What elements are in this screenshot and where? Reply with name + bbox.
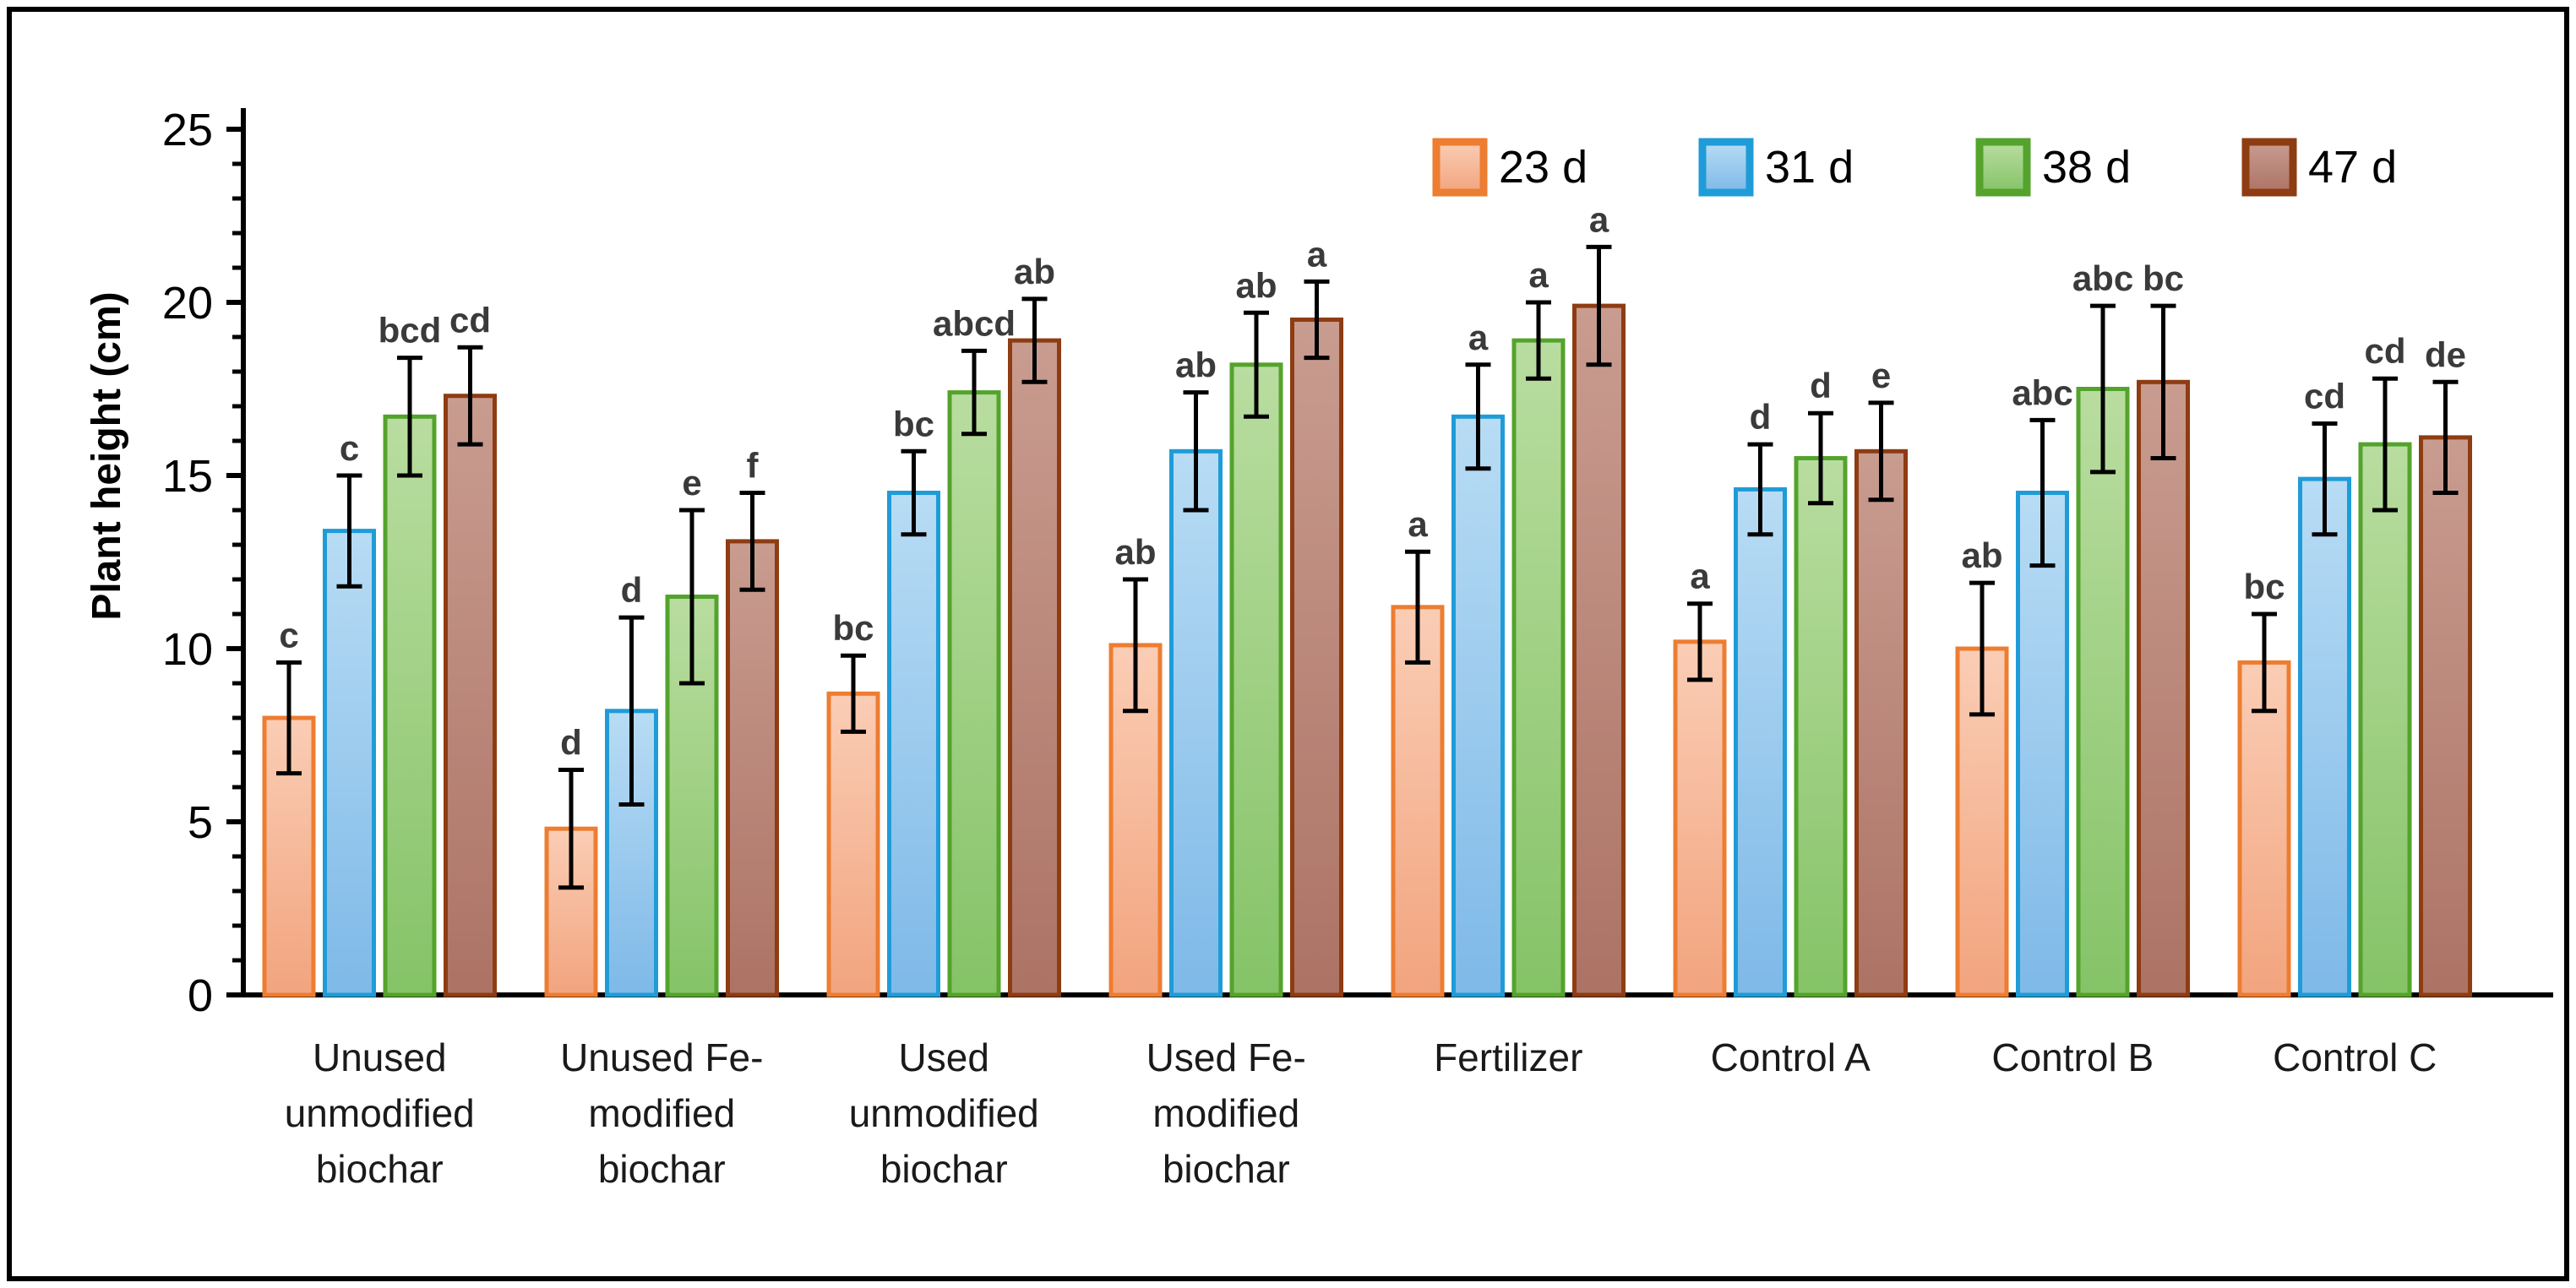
significance-letter: d bbox=[560, 723, 582, 763]
significance-letter: cd bbox=[2364, 331, 2405, 371]
significance-letter: bcd bbox=[379, 311, 442, 351]
bar-47d-cat1 bbox=[444, 394, 497, 997]
legend-swatch-31d bbox=[1698, 138, 1754, 197]
significance-letter: d bbox=[1810, 366, 1832, 405]
significance-letter: f bbox=[747, 446, 760, 486]
bar-47d-cat7 bbox=[2137, 379, 2190, 997]
bar-31d-cat4 bbox=[1169, 448, 1223, 997]
significance-letter: ab bbox=[1235, 265, 1277, 305]
significance-letter: e bbox=[682, 463, 701, 503]
bar-31d-cat1 bbox=[323, 529, 376, 997]
bar-31d-cat8 bbox=[2298, 476, 2351, 997]
category-label: Used Fe-modified biochar bbox=[1146, 1035, 1306, 1191]
bar-31d-cat3 bbox=[887, 491, 940, 997]
significance-letter: bc bbox=[893, 404, 934, 443]
bar-47d-cat2 bbox=[726, 539, 779, 997]
bar-31d-cat5 bbox=[1451, 414, 1505, 997]
y-tick-label: 25 bbox=[162, 105, 213, 155]
significance-letter: cd bbox=[2304, 377, 2345, 416]
significance-letter: a bbox=[1468, 318, 1489, 357]
bar-23d-cat3 bbox=[826, 691, 880, 997]
significance-letter: abcd bbox=[933, 303, 1016, 343]
legend-swatch-47d bbox=[2241, 138, 2297, 197]
legend-swatch-23d bbox=[1432, 138, 1488, 197]
y-tick-label: 0 bbox=[188, 970, 213, 1021]
significance-letter: d bbox=[1750, 397, 1772, 437]
category-label: Unused Fe-modified biochar bbox=[560, 1035, 763, 1191]
category-label: Control A bbox=[1711, 1035, 1871, 1079]
y-tick-label: 10 bbox=[162, 624, 213, 675]
bar-38d-cat4 bbox=[1229, 362, 1283, 997]
significance-letter: ab bbox=[1961, 535, 2002, 575]
category-label: Control C bbox=[2273, 1035, 2437, 1079]
significance-letter: a bbox=[1528, 255, 1549, 295]
significance-letter: abc bbox=[2072, 258, 2133, 298]
significance-letter: bc bbox=[2143, 258, 2184, 298]
bar-23d-cat8 bbox=[2237, 660, 2291, 997]
bar-38d-cat1 bbox=[383, 414, 437, 997]
significance-letter: c bbox=[340, 428, 359, 468]
y-tick-label: 20 bbox=[162, 278, 213, 329]
bar-38d-cat5 bbox=[1511, 338, 1566, 997]
bar-23d-cat6 bbox=[1673, 639, 1727, 997]
bar-38d-cat7 bbox=[2076, 387, 2130, 997]
y-tick-label: 15 bbox=[162, 451, 213, 502]
significance-letter: a bbox=[1589, 199, 1609, 239]
category-label: Unused unmodified biochar bbox=[285, 1035, 475, 1191]
bar-31d-cat7 bbox=[2016, 491, 2069, 997]
category-label: Control B bbox=[1991, 1035, 2154, 1079]
significance-letter: bc bbox=[2243, 567, 2285, 606]
significance-letter: bc bbox=[832, 608, 874, 648]
bar-47d-cat3 bbox=[1008, 338, 1061, 997]
significance-letter: d bbox=[621, 570, 643, 610]
bar-31d-cat6 bbox=[1734, 486, 1787, 997]
significance-letter: cd bbox=[449, 300, 491, 340]
significance-letter: e bbox=[1871, 356, 1891, 395]
significance-letter: a bbox=[1690, 557, 1710, 596]
legend-label-31d: 31 d bbox=[1765, 142, 1854, 193]
bar-38d-cat3 bbox=[947, 390, 1001, 997]
legend-swatch-38d bbox=[1975, 138, 2031, 197]
significance-letter: ab bbox=[1114, 532, 1156, 572]
significance-letter: abc bbox=[2012, 372, 2072, 412]
category-label: Fertilizer bbox=[1434, 1035, 1582, 1079]
bar-23d-cat5 bbox=[1391, 605, 1445, 997]
legend-label-38d: 38 d bbox=[2042, 142, 2131, 193]
significance-letter: ab bbox=[1014, 252, 1055, 291]
legend-label-23d: 23 d bbox=[1499, 142, 1588, 193]
significance-letter: a bbox=[1307, 234, 1327, 274]
significance-letter: ab bbox=[1175, 345, 1217, 385]
figure-frame bbox=[7, 7, 2569, 1281]
significance-letter: c bbox=[279, 615, 298, 655]
significance-letter: de bbox=[2425, 334, 2466, 374]
bar-47d-cat5 bbox=[1572, 303, 1626, 997]
bar-38d-cat6 bbox=[1794, 456, 1848, 997]
significance-letter: a bbox=[1408, 504, 1428, 544]
legend-label-47d: 47 d bbox=[2308, 142, 2397, 193]
bar-47d-cat4 bbox=[1290, 318, 1343, 997]
category-label: Used unmodified biochar bbox=[849, 1035, 1039, 1191]
bar-38d-cat8 bbox=[2358, 442, 2412, 997]
bar-47d-cat8 bbox=[2419, 435, 2472, 997]
y-tick-label: 5 bbox=[188, 797, 213, 848]
bar-47d-cat6 bbox=[1854, 448, 1908, 997]
